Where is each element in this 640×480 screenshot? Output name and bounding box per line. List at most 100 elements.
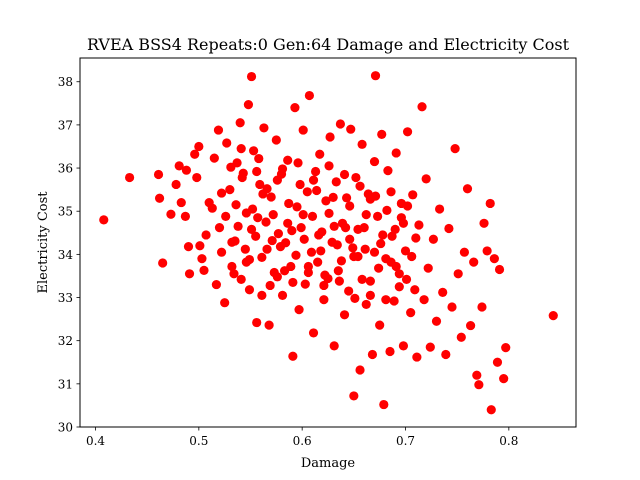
data-point <box>444 223 454 234</box>
data-point <box>236 144 246 154</box>
data-point <box>390 224 400 234</box>
data-point <box>492 357 503 367</box>
data-point <box>237 172 247 183</box>
data-point <box>125 172 135 183</box>
x-tick-label: 0.6 <box>293 434 312 448</box>
data-point <box>267 235 277 246</box>
data-point <box>357 139 367 149</box>
data-point <box>262 244 272 254</box>
data-point <box>486 405 496 415</box>
data-point <box>302 187 312 197</box>
data-point <box>261 217 271 227</box>
data-point <box>216 188 227 198</box>
data-point <box>348 243 358 253</box>
data-point <box>288 351 298 361</box>
data-point <box>369 156 380 167</box>
data-point <box>235 118 245 128</box>
data-point <box>271 135 281 145</box>
data-point <box>319 280 329 291</box>
data-point <box>244 285 255 295</box>
data-point <box>370 191 381 201</box>
data-point <box>315 149 325 159</box>
data-point <box>275 242 286 252</box>
data-point <box>419 295 429 305</box>
data-point <box>307 211 318 221</box>
y-axis-label: Electricity Cost <box>36 191 51 294</box>
data-point <box>201 230 211 240</box>
x-axis-label: Damage <box>301 456 356 471</box>
data-point <box>154 193 165 203</box>
data-point <box>406 308 416 318</box>
y-tick-label: 37 <box>58 118 73 132</box>
data-point <box>249 146 259 156</box>
data-point <box>394 269 404 279</box>
data-point <box>350 293 360 303</box>
data-point <box>466 320 476 331</box>
data-point <box>469 257 479 267</box>
data-point <box>344 286 354 296</box>
data-point <box>351 172 361 183</box>
y-tick-label: 38 <box>58 75 73 89</box>
data-point <box>221 211 231 221</box>
data-point <box>325 132 335 142</box>
data-point <box>355 365 365 375</box>
data-point <box>211 279 221 290</box>
data-point <box>293 158 303 168</box>
data-point <box>339 169 350 180</box>
data-point <box>394 282 404 292</box>
data-point <box>346 124 356 134</box>
data-points <box>99 71 558 415</box>
y-axis-ticks: 30 31 32 33 34 35 36 37 38 <box>58 75 80 435</box>
data-point <box>227 237 237 247</box>
data-point <box>192 172 202 183</box>
data-point <box>329 221 339 231</box>
data-point <box>339 310 350 320</box>
data-point <box>472 370 482 380</box>
data-point <box>299 234 309 244</box>
data-point <box>213 125 224 135</box>
data-point <box>273 229 283 239</box>
data-point <box>292 202 302 212</box>
data-point <box>365 276 375 286</box>
data-point <box>391 148 401 158</box>
data-point <box>190 149 200 159</box>
data-point <box>316 246 326 256</box>
data-point <box>268 210 278 220</box>
data-point <box>462 184 473 194</box>
data-point <box>207 203 217 213</box>
data-point <box>453 269 463 279</box>
y-tick-label: 33 <box>58 291 73 305</box>
data-point <box>166 209 176 219</box>
data-point <box>355 181 365 191</box>
data-point <box>226 162 236 172</box>
data-point <box>209 153 219 163</box>
x-tick-label: 0.7 <box>396 434 415 448</box>
data-point <box>438 287 448 297</box>
data-point <box>331 177 341 187</box>
data-point <box>246 71 257 82</box>
data-point <box>345 234 355 244</box>
data-point <box>283 218 293 228</box>
data-point <box>287 226 297 236</box>
data-point <box>377 129 387 139</box>
data-point <box>277 164 288 174</box>
data-point <box>283 155 293 165</box>
data-point <box>240 244 250 254</box>
y-tick-label: 34 <box>58 248 74 262</box>
data-point <box>254 153 264 164</box>
data-point <box>303 267 313 278</box>
data-point <box>264 320 274 330</box>
data-point <box>216 247 227 257</box>
data-point <box>257 290 267 300</box>
data-point <box>180 211 190 221</box>
data-point <box>333 266 343 276</box>
data-point <box>227 261 237 272</box>
data-point <box>246 224 257 234</box>
data-point <box>441 349 451 360</box>
data-point <box>277 290 288 300</box>
data-point <box>431 316 442 326</box>
data-point <box>233 221 243 231</box>
x-tick-label: 0.8 <box>499 434 518 448</box>
y-tick-label: 31 <box>58 377 73 391</box>
